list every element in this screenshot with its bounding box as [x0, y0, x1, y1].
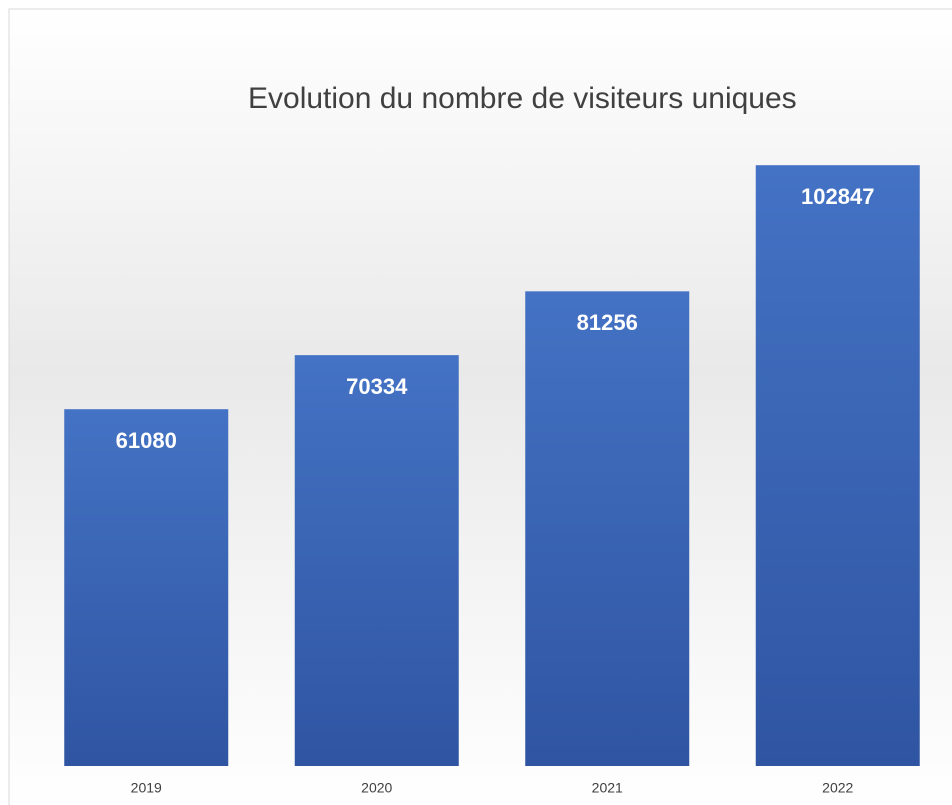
- bar: [525, 291, 690, 766]
- bar: [64, 409, 229, 766]
- x-tick-label: 2021: [592, 780, 623, 796]
- data-label: 61080: [116, 428, 177, 453]
- x-tick-label: 2020: [361, 780, 392, 796]
- data-label: 81256: [577, 310, 638, 335]
- x-tick-label: 2022: [822, 780, 853, 796]
- bar: [755, 165, 920, 767]
- data-label: 70334: [346, 374, 408, 399]
- data-label: 102847: [801, 184, 874, 209]
- x-tick-label: 2019: [131, 780, 162, 796]
- chart-title: Evolution du nombre de visiteurs uniques: [248, 82, 797, 115]
- bar: [294, 355, 459, 766]
